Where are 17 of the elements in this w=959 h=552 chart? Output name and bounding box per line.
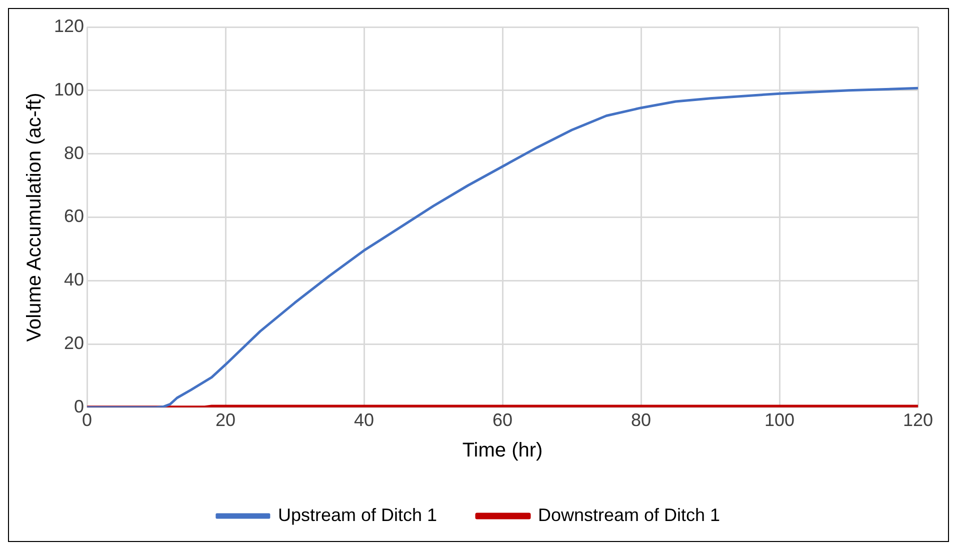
x-tick-label: 120 — [902, 410, 934, 430]
y-tick-label: 80 — [64, 142, 84, 163]
y-tick-label: 0 — [74, 396, 84, 416]
x-tick-label: 60 — [492, 410, 513, 430]
x-tick-label: 40 — [354, 410, 374, 430]
y-tick-label: 120 — [54, 16, 84, 36]
x-tick-label: 100 — [764, 410, 795, 430]
legend-label: Upstream of Ditch 1 — [278, 504, 437, 525]
legend-label: Downstream of Ditch 1 — [538, 504, 720, 525]
y-tick-label: 40 — [64, 270, 84, 290]
x-tick-label: 20 — [216, 410, 236, 430]
x-axis-title: Time (hr) — [462, 440, 543, 462]
y-tick-label: 100 — [54, 79, 84, 100]
y-tick-label: 60 — [64, 206, 84, 226]
y-tick-label: 20 — [64, 332, 84, 353]
y-axis-title: Volume Accumulation (ac-ft) — [24, 92, 46, 342]
x-tick-label: 80 — [630, 410, 652, 430]
